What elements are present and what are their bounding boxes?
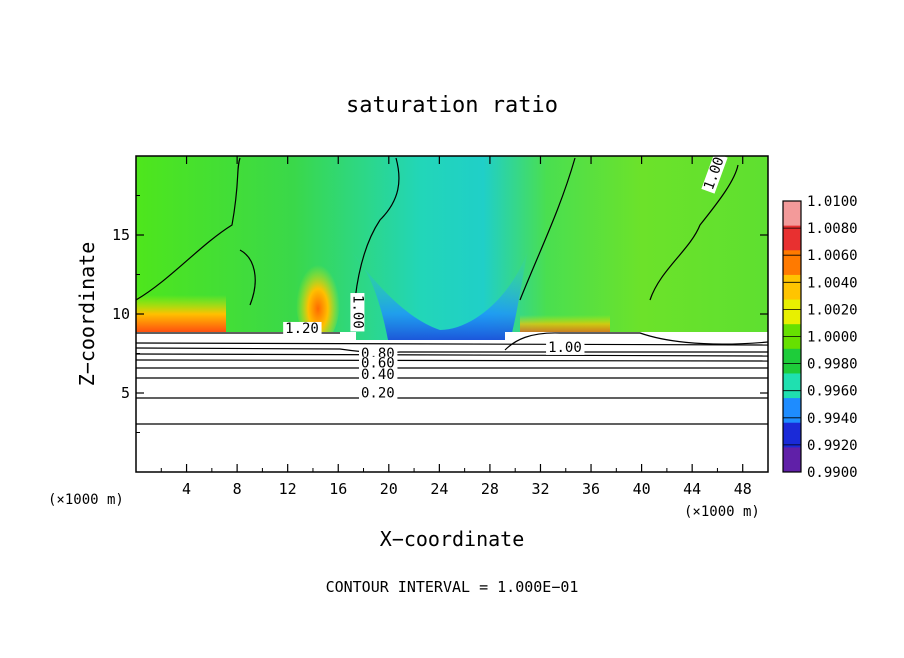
x-tick-label: 8	[233, 480, 242, 498]
contour-label: 1.00	[349, 295, 365, 329]
colorbar-tick-label: 1.0020	[807, 302, 858, 318]
contour-lines	[136, 157, 768, 425]
colorbar-band	[783, 398, 801, 424]
colorbar-band	[783, 250, 801, 276]
y-unit-label: (×1000 m)	[48, 492, 124, 508]
x-tick-label: 48	[734, 480, 752, 498]
contour-cloudbase-right	[504, 332, 768, 351]
contour-label-bg	[358, 356, 398, 371]
x-tick-label: 16	[329, 480, 347, 498]
y-tick-label: 10	[112, 305, 130, 323]
x-tick-label: 36	[582, 480, 600, 498]
contour-interval-note: CONTOUR INTERVAL = 1.000E−01	[326, 578, 579, 596]
contour-label: 1.00	[548, 340, 582, 356]
contour-060	[136, 353, 768, 357]
contour-label-bg	[358, 367, 398, 382]
colorbar-tick-label: 1.0000	[807, 330, 858, 346]
colorbar-band	[783, 447, 801, 473]
y-axis-ticks: 5 10 15	[112, 195, 768, 433]
x-tick-label: 4	[182, 480, 191, 498]
x-tick-label: 20	[380, 480, 398, 498]
contour-100-right	[519, 157, 739, 301]
y-axis-label: Z−coordinate	[75, 242, 99, 387]
x-axis-label: X−coordinate	[380, 527, 525, 551]
colorbar-tick-label: 0.9980	[807, 357, 858, 373]
contour-label-bg	[546, 340, 585, 355]
x-axis-ticks: 4 8 12 16 20 24 28 32 36 40 44 48	[160, 156, 752, 498]
colorbar-band	[783, 422, 801, 448]
colorbar-band	[783, 299, 801, 325]
colorbar-tick-label: 0.9900	[807, 465, 858, 481]
contour-label-bg	[350, 293, 365, 332]
supersaturated-band-mid	[520, 315, 610, 333]
contour-label-bg	[283, 321, 322, 336]
colorbar-band	[783, 348, 801, 374]
x-tick-label: 40	[633, 480, 651, 498]
contour-label-bg	[701, 152, 728, 194]
x-tick-label: 32	[531, 480, 549, 498]
chart-title: saturation ratio	[346, 93, 558, 118]
contour-080	[136, 342, 768, 346]
colorbar-band	[783, 373, 801, 399]
colorbar-tick-label: 1.0080	[807, 221, 858, 237]
contour-label: 0.20	[361, 386, 395, 402]
contour-100-left	[136, 157, 241, 301]
supersaturated-band-left	[136, 295, 226, 333]
colorbar-tick-label: 0.9920	[807, 438, 858, 454]
colorbar-band	[783, 201, 801, 227]
contour-label: 0.60	[361, 356, 395, 372]
colorbar-tick-label: 1.0100	[807, 194, 858, 210]
x-tick-label: 24	[430, 480, 448, 498]
colorbar-tick-label: 0.9960	[807, 384, 858, 400]
x-unit-label: (×1000 m)	[684, 504, 760, 520]
colorbar-tick-label: 1.0060	[807, 248, 858, 264]
colorbar-tick-label: 0.9940	[807, 411, 858, 427]
contour-label-bg	[358, 386, 398, 401]
contour-label: 0.40	[361, 367, 395, 383]
colorbar-tick-label: 1.0040	[807, 275, 858, 291]
contour-050	[136, 359, 768, 362]
dry-region-right	[505, 332, 768, 354]
dry-region	[136, 340, 768, 472]
field-base	[136, 156, 768, 356]
y-tick-label: 15	[112, 226, 130, 244]
subsaturated-zone	[350, 250, 528, 356]
x-tick-label: 28	[481, 480, 499, 498]
y-tick-label: 5	[121, 384, 130, 402]
colorbar: 1.0100 1.0080 1.0060 1.0040 1.0020 1.0000 0.99…	[782, 194, 858, 481]
x-tick-label: 12	[279, 480, 297, 498]
contour-label: 1.20	[285, 321, 319, 337]
dry-region-left	[136, 332, 356, 344]
x-tick-label: 44	[683, 480, 701, 498]
colorbar-band	[783, 274, 801, 301]
colorbar-band	[783, 225, 801, 251]
